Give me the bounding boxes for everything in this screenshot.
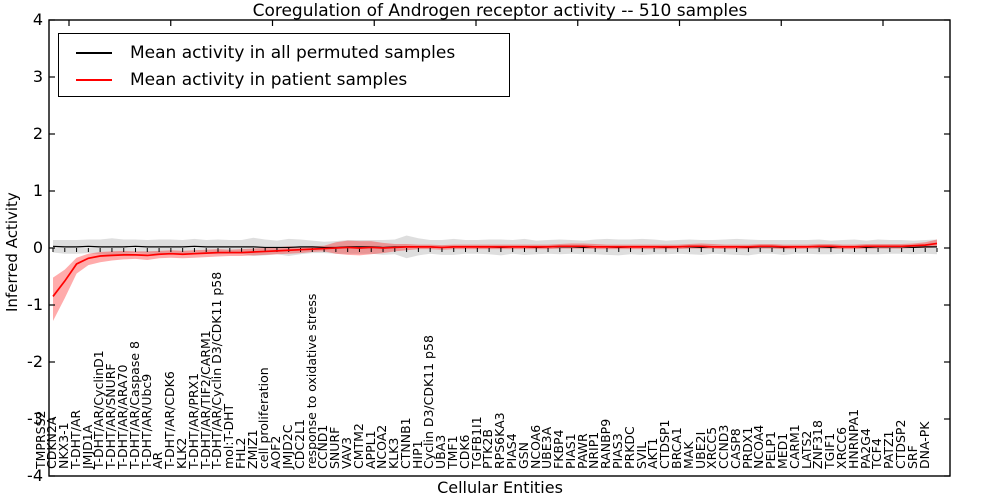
y-tick-label: 1 [32,181,43,200]
x-axis-label: Cellular Entities [437,478,563,497]
y-tick-label: -3 [27,409,43,428]
legend-line-black-icon [76,51,112,54]
x-tick-label: DNA-PK [916,421,932,470]
legend-entry-permuted: Mean activity in all permuted samples [76,39,509,66]
y-tick-label: -4 [27,466,43,485]
y-tick-label: -1 [27,295,43,314]
legend-label-permuted: Mean activity in all permuted samples [130,42,456,63]
y-tick-label: 2 [32,124,43,143]
legend-entry-patient: Mean activity in patient samples [76,66,509,93]
legend-line-red-icon [76,78,112,81]
y-tick-label: 4 [32,10,43,29]
y-tick-label: 3 [32,67,43,86]
y-tick-label: 0 [32,238,43,257]
legend-label-patient: Mean activity in patient samples [130,69,408,90]
chart-title: Coregulation of Androgen receptor activi… [252,1,748,21]
y-tick-label: -2 [27,352,43,371]
legend: Mean activity in all permuted samples Me… [58,33,510,97]
